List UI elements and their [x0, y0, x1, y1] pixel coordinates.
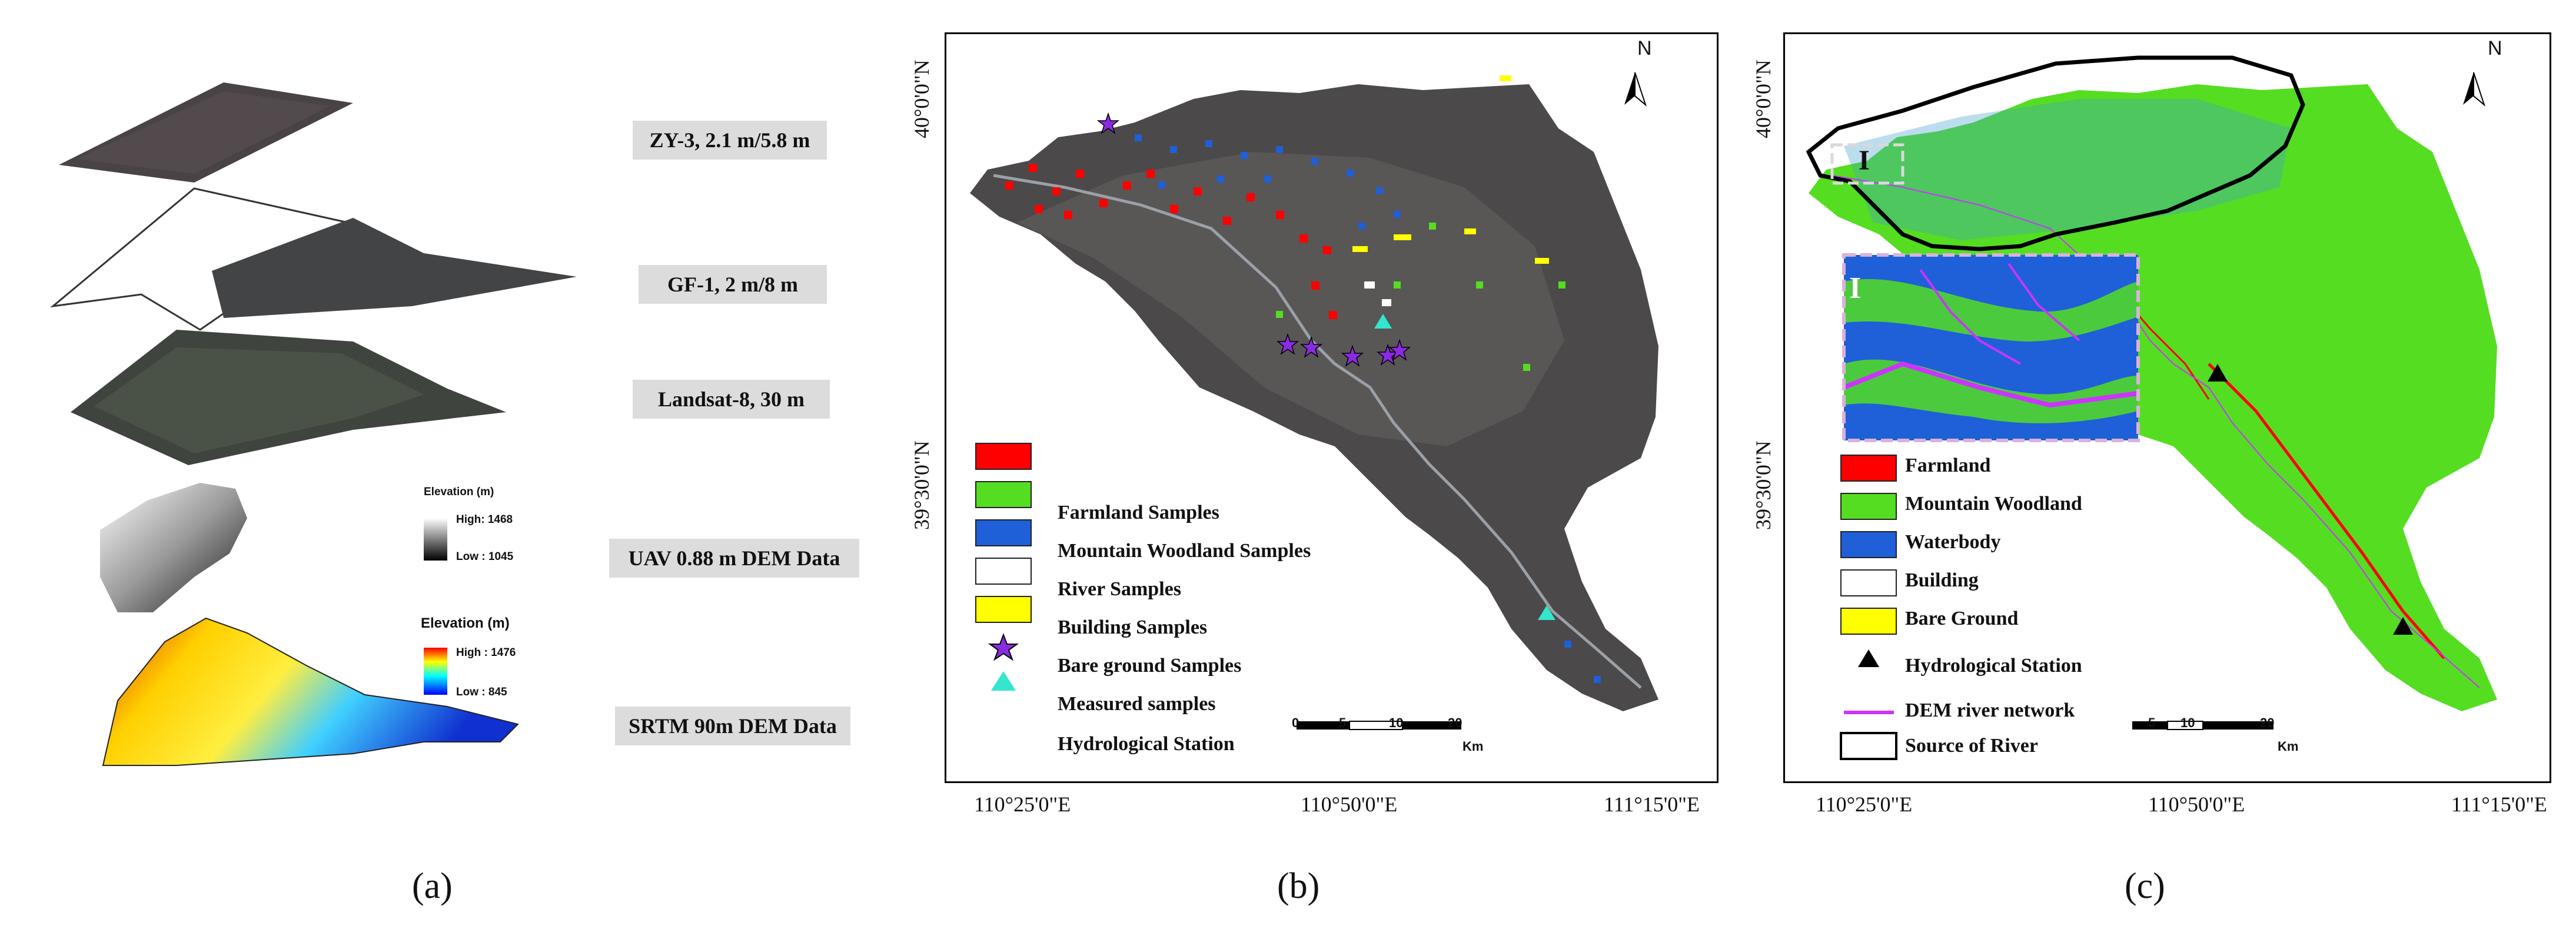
inset-label-small: I	[1859, 145, 1870, 176]
legend-swatch-building-b	[975, 558, 1032, 585]
legend-swatch-source-c	[1840, 732, 1897, 760]
legend-river-b: River Samples	[1058, 578, 1181, 600]
farmland-samples	[1005, 164, 1337, 319]
river-samples	[1135, 134, 1601, 683]
river-b	[993, 174, 1642, 689]
uav-legend-high: High: 1468	[456, 513, 513, 526]
north-arrow-c	[2463, 72, 2486, 107]
basin-b-image	[970, 84, 1658, 711]
legend-triangle-c	[1858, 649, 1879, 667]
lon-mid-b: 110°50'0"E	[1301, 793, 1398, 816]
inset-label-large: I	[1849, 271, 1862, 305]
legend-building-b: Building Samples	[1058, 616, 1208, 638]
panel-a-stack	[50, 82, 577, 766]
srtm-legend-title: Elevation (m)	[421, 615, 510, 631]
legend-swatch-building-c	[1840, 569, 1897, 596]
scale-tick-10-c: 10	[2181, 715, 2195, 730]
legend-triangle-b	[991, 671, 1016, 691]
srtm-dem-image	[102, 617, 519, 766]
legend-dem-river-c: DEM river network	[1905, 699, 2075, 721]
caption-b: (b)	[1277, 866, 1320, 906]
hydro-stations-c	[2208, 364, 2413, 635]
scale-tick-5-b: 5	[1339, 715, 1347, 730]
legend-swatch-farmland-c	[1840, 455, 1897, 482]
srtm-legend-low: Low : 845	[456, 686, 507, 698]
legend-source-c: Source of River	[1905, 735, 2038, 757]
uav-legend-title: Elevation (m)	[424, 486, 494, 498]
legend-water-c: Waterbody	[1905, 531, 2001, 553]
inset-box-small	[1830, 143, 1904, 185]
lat-mid-c: 39°30'0"N	[1751, 440, 1775, 530]
lon-mid-c: 110°50'0"E	[2148, 793, 2245, 816]
legend-measured-b: Measured samples	[1058, 693, 1216, 715]
hydro-stations-b	[1374, 314, 1555, 620]
building-samples	[1364, 281, 1391, 306]
legend-swatch-water-c	[1840, 531, 1897, 558]
lat-mid-b: 39°30'0"N	[910, 440, 933, 530]
legend-star-b	[988, 633, 1019, 661]
lon-right-b: 111°15'0"E	[1604, 793, 1700, 816]
scale-unit-c: Km	[2278, 739, 2299, 754]
label-landsat8: Landsat-8, 30 m	[633, 380, 830, 419]
srtm-legend-high: High : 1476	[456, 646, 516, 659]
legend-woodland-c: Mountain Woodland	[1905, 493, 2082, 515]
legend-bare-c: Bare Ground	[1905, 608, 2019, 629]
uav-legend-low: Low : 1045	[456, 551, 514, 563]
map-b-canvas	[970, 72, 1658, 730]
legend-swatch-woodland-c	[1840, 493, 1897, 520]
map-c-canvas	[1806, 55, 2497, 760]
source-of-river-outline	[1806, 55, 2305, 251]
scale-bar-b	[1297, 721, 1461, 730]
scale-tick-10-b: 10	[1389, 715, 1404, 730]
dem-river-c	[1832, 175, 2480, 688]
srtm-elevation-bar	[424, 648, 447, 695]
scale-tick-0-b: 0	[1292, 715, 1299, 730]
legend-swatch-bare-b	[975, 596, 1032, 623]
measured-samples	[1096, 112, 1411, 367]
legend-hydro-c: Hydrological Station	[1905, 655, 2082, 677]
legend-woodland-b: Mountain Woodland Samples	[1058, 540, 1311, 562]
legend-farmland-c: Farmland	[1905, 455, 1991, 476]
north-label-c: N	[2488, 37, 2502, 59]
scale-unit-b: Km	[1462, 739, 1484, 754]
label-gf1: GF-1, 2 m/8 m	[639, 265, 827, 304]
label-zy3: ZY-3, 2.1 m/5.8 m	[633, 121, 827, 160]
legend-swatch-farmland-b	[975, 443, 1032, 470]
label-srtm-dem: SRTM 90m DEM Data	[615, 707, 850, 745]
legend-farmland-b: Farmland Samples	[1058, 502, 1219, 523]
legend-swatch-river-b	[975, 519, 1032, 546]
north-label-b: N	[1637, 37, 1652, 59]
lon-left-c: 110°25'0"E	[1816, 793, 1913, 816]
lon-right-c: 111°15'0"E	[2451, 793, 2547, 816]
legend-swatch-woodland-b	[975, 481, 1032, 508]
lon-left-b: 110°25'0"E	[974, 793, 1071, 816]
lat-top-c: 40°0'0"N	[1751, 59, 1775, 138]
scale-tick-20-c: 20	[2260, 715, 2275, 730]
scale-tick-5-c: 5	[2148, 715, 2156, 730]
caption-a: (a)	[412, 866, 453, 906]
north-arrow-b	[1624, 72, 1647, 107]
gf1-image	[212, 218, 577, 318]
legend-bare-b: Bare ground Samples	[1058, 655, 1242, 677]
bare-samples	[1352, 75, 1549, 264]
uav-dem-image	[100, 483, 247, 612]
scale-bar-c	[2132, 721, 2273, 730]
uav-elevation-bar	[424, 518, 447, 561]
scale-tick-20-b: 20	[1448, 715, 1462, 730]
map-b-frame	[945, 32, 1719, 783]
legend-building-c: Building	[1905, 569, 1979, 591]
basin-c-landuse	[1809, 84, 2497, 711]
label-uav-dem: UAV 0.88 m DEM Data	[609, 539, 859, 578]
caption-c: (c)	[2125, 866, 2165, 906]
map-c-frame	[1783, 32, 2551, 783]
lat-top-b: 40°0'0"N	[910, 59, 933, 138]
woodland-samples	[1276, 223, 1565, 371]
legend-swatch-bare-c	[1840, 608, 1897, 635]
legend-hydro-b: Hydrological Station	[1058, 733, 1235, 755]
